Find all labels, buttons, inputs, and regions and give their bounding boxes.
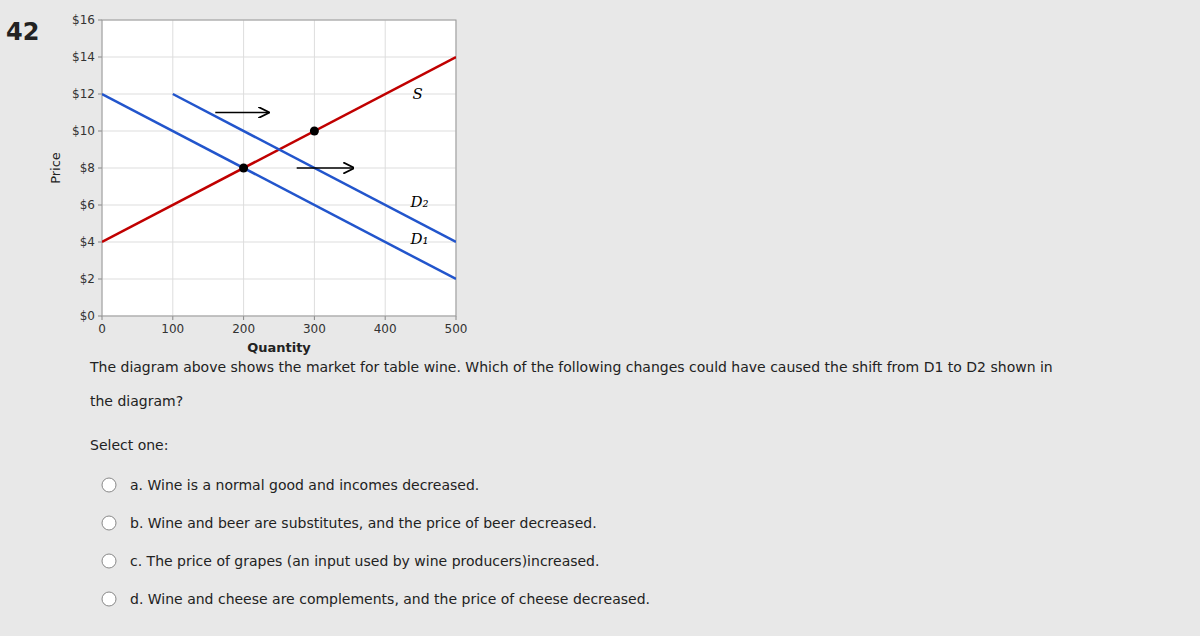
y-tick bbox=[98, 168, 102, 169]
question-text: The diagram above shows the market for t… bbox=[89, 359, 1053, 375]
x-tick-label: 0 bbox=[98, 322, 106, 336]
shift-arrow bbox=[297, 167, 354, 169]
x-tick-label: 300 bbox=[303, 322, 326, 336]
y-tick bbox=[98, 20, 102, 21]
x-tick bbox=[314, 316, 315, 320]
x-axis-label: Quantity bbox=[247, 340, 311, 355]
intersection-point bbox=[239, 164, 248, 173]
y-axis-label: Price bbox=[48, 152, 63, 184]
y-grid-line bbox=[102, 279, 456, 280]
option-text: d. Wine and cheese are complements, and … bbox=[130, 591, 650, 607]
x-tick bbox=[102, 316, 103, 320]
marks bbox=[102, 57, 456, 279]
line-labels: S D₂ D₁ bbox=[409, 85, 428, 248]
radio-button[interactable] bbox=[102, 592, 116, 606]
x-tick bbox=[243, 316, 244, 320]
y-tick bbox=[98, 242, 102, 243]
y-tick-label: $10 bbox=[72, 124, 95, 138]
y-tick-label: $16 bbox=[72, 13, 95, 27]
y-tick-label: $12 bbox=[72, 87, 95, 101]
x-tick bbox=[456, 316, 457, 320]
x-tick-label: 200 bbox=[232, 322, 255, 336]
y-tick bbox=[98, 316, 102, 317]
option-text: b. Wine and beer are substitutes, and th… bbox=[130, 515, 597, 531]
line-label: D₁ bbox=[409, 230, 428, 248]
y-tick bbox=[98, 94, 102, 95]
option-text: c. The price of grapes (an input used by… bbox=[130, 553, 599, 569]
grid bbox=[102, 20, 456, 316]
x-tick-label: 400 bbox=[374, 322, 397, 336]
y-grid-line bbox=[102, 205, 456, 206]
select-text: Select one: bbox=[90, 437, 168, 453]
y-tick bbox=[98, 57, 102, 58]
line-label: D₂ bbox=[409, 193, 428, 211]
plot-background bbox=[102, 20, 456, 316]
y-tick-label: $14 bbox=[72, 50, 95, 64]
shift-arrow bbox=[215, 112, 268, 114]
y-tick bbox=[98, 205, 102, 206]
intersection-point bbox=[310, 127, 319, 136]
y-grid-line bbox=[102, 168, 456, 169]
plot-frame bbox=[102, 20, 456, 316]
radio-button[interactable] bbox=[102, 516, 116, 530]
radio-button[interactable] bbox=[102, 478, 116, 492]
y-tick-label: $2 bbox=[80, 272, 95, 286]
page: 0 100 200 300 400 500 $0 $2 $4 $6 $8 $10 $12 $14 $16 Qu… bbox=[0, 0, 1200, 636]
axes: 0 100 200 300 400 500 $0 $2 $4 $6 $8 $10 $12 $14 $16 bbox=[72, 13, 467, 336]
x-tick bbox=[385, 316, 386, 320]
question-number: 42 bbox=[6, 18, 39, 46]
y-grid-line bbox=[102, 94, 456, 95]
y-tick-label: $0 bbox=[80, 309, 95, 323]
background bbox=[0, 0, 1200, 636]
y-tick bbox=[98, 131, 102, 132]
option-text: a. Wine is a normal good and incomes dec… bbox=[130, 477, 479, 493]
curve bbox=[173, 94, 456, 242]
line-label: S bbox=[412, 85, 422, 103]
y-grid-line bbox=[102, 131, 456, 132]
y-grid-line bbox=[102, 242, 456, 243]
question-text: the diagram? bbox=[90, 393, 183, 409]
y-tick-label: $4 bbox=[80, 235, 95, 249]
y-grid-line bbox=[102, 57, 456, 58]
y-tick bbox=[98, 279, 102, 280]
radio-button[interactable] bbox=[102, 554, 116, 568]
x-tick bbox=[172, 316, 173, 320]
y-tick-label: $8 bbox=[80, 161, 95, 175]
x-tick-label: 500 bbox=[445, 322, 468, 336]
curve bbox=[102, 94, 456, 279]
x-tick-label: 100 bbox=[161, 322, 184, 336]
y-tick-label: $6 bbox=[80, 198, 95, 212]
curve bbox=[102, 57, 456, 242]
